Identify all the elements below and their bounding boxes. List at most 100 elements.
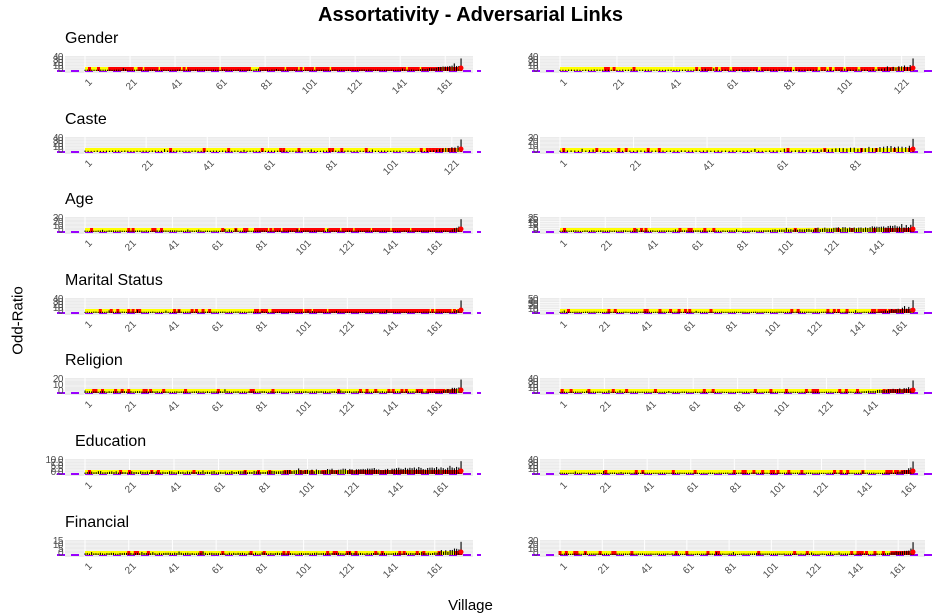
x-tick-label: 61 bbox=[689, 238, 706, 254]
plot-area bbox=[57, 540, 481, 557]
x-tick-label: 61 bbox=[210, 399, 226, 415]
plot-area bbox=[57, 217, 481, 234]
x-tick-label: 141 bbox=[381, 399, 401, 419]
x-tick-label: 141 bbox=[855, 480, 875, 500]
x-tick-label: 61 bbox=[774, 158, 791, 174]
y-tick-label: 40 bbox=[527, 374, 539, 385]
x-tick-label: 101 bbox=[380, 158, 401, 178]
x-tick-label: 121 bbox=[337, 399, 358, 419]
y-tick-label: 20 bbox=[527, 380, 539, 391]
x-tick-label: 141 bbox=[847, 319, 868, 339]
plot-area bbox=[532, 137, 933, 154]
y-tick-label: 2.5 bbox=[50, 464, 64, 475]
x-tick-label: 121 bbox=[891, 77, 912, 97]
x-tick-label: 101 bbox=[300, 77, 320, 97]
y-tick-label: 10.0 bbox=[45, 455, 64, 466]
x-tick-label: 101 bbox=[768, 480, 788, 500]
y-tick-label: 30 bbox=[52, 297, 64, 308]
y-tick-label: 10 bbox=[52, 303, 64, 314]
x-tick-label: 101 bbox=[293, 319, 314, 339]
y-tick-label: 20 bbox=[52, 300, 64, 311]
x-tick-label: 101 bbox=[293, 399, 314, 419]
y-tick-label: 40 bbox=[527, 455, 539, 466]
y-tick-label: 10 bbox=[52, 221, 64, 232]
y-tick-label: 0 bbox=[57, 64, 64, 75]
x-tick-label: 21 bbox=[124, 77, 140, 93]
x-tick-label: 141 bbox=[846, 561, 866, 581]
y-tick-label: 30 bbox=[52, 55, 64, 66]
y-tick-label: 40 bbox=[527, 52, 539, 63]
figure-title: Assortativity - Adversarial Links bbox=[318, 4, 623, 26]
x-tick-label: 141 bbox=[390, 77, 410, 97]
bar-chart-svg bbox=[57, 137, 481, 154]
x-tick-label: 61 bbox=[262, 158, 279, 174]
y-tick-label: 20 bbox=[527, 461, 539, 472]
x-tick-label: 61 bbox=[210, 238, 226, 254]
plot-area bbox=[57, 137, 481, 154]
bar-chart-svg bbox=[57, 298, 481, 315]
y-tick-label: 0 bbox=[532, 225, 539, 236]
x-tick-label: 141 bbox=[386, 480, 407, 500]
panel-title: Caste bbox=[65, 111, 107, 128]
y-tick-label: 10 bbox=[52, 61, 64, 72]
x-tick-label: 61 bbox=[210, 319, 226, 335]
x-tick-label: 121 bbox=[821, 238, 842, 258]
x-tick-label: 161 bbox=[424, 319, 445, 339]
x-tick-label: 81 bbox=[323, 158, 340, 174]
x-tick-label: 21 bbox=[597, 480, 614, 496]
bar-chart-svg bbox=[532, 137, 933, 154]
y-tick-label: 10 bbox=[527, 61, 539, 72]
y-tick-label: 10 bbox=[52, 142, 64, 153]
y-tick-label: 0 bbox=[532, 467, 539, 478]
y-tick-label: 5 bbox=[532, 222, 539, 234]
plot-area bbox=[57, 298, 481, 315]
x-tick-label: 81 bbox=[254, 399, 270, 415]
x-tick-label: 121 bbox=[805, 319, 825, 339]
y-tick-label: 5.0 bbox=[50, 461, 64, 472]
y-tick-label: 20 bbox=[52, 374, 64, 385]
plot-area bbox=[532, 378, 933, 395]
x-tick-label: 81 bbox=[735, 238, 751, 254]
y-tick-label: 20 bbox=[527, 137, 539, 148]
bar-chart-svg bbox=[532, 540, 933, 557]
x-tick-label: 121 bbox=[816, 399, 837, 419]
x-tick-label: 41 bbox=[166, 399, 183, 415]
x-tick-label: 41 bbox=[642, 399, 659, 415]
y-tick-label: 0 bbox=[532, 306, 539, 317]
x-tick-label: 161 bbox=[435, 77, 456, 97]
plot-area bbox=[57, 459, 481, 476]
x-tick-label: 81 bbox=[724, 319, 740, 335]
x-tick-label: 1 bbox=[558, 319, 570, 331]
x-tick-label: 21 bbox=[122, 319, 139, 335]
x-tick-label: 21 bbox=[122, 399, 139, 415]
x-tick-label: 141 bbox=[381, 561, 401, 581]
plot-area bbox=[532, 298, 933, 315]
y-tick-label: 0 bbox=[532, 386, 539, 397]
x-tick-label: 1 bbox=[83, 158, 95, 170]
x-tick-label: 121 bbox=[342, 480, 362, 500]
x-tick-label: 121 bbox=[337, 238, 358, 258]
x-tick-label: 21 bbox=[627, 158, 644, 174]
x-tick-label: 41 bbox=[701, 158, 717, 174]
x-tick-label: 81 bbox=[259, 77, 275, 93]
x-tick-label: 121 bbox=[803, 561, 824, 581]
y-tick-label: 25 bbox=[527, 213, 539, 224]
x-tick-label: 121 bbox=[811, 480, 832, 500]
x-tick-label: 161 bbox=[888, 561, 908, 581]
x-tick-label: 61 bbox=[680, 561, 697, 577]
x-tick-label: 81 bbox=[254, 238, 270, 254]
x-tick-label: 81 bbox=[723, 561, 739, 577]
y-tick-label: 0 bbox=[57, 145, 64, 156]
bar-chart-svg bbox=[532, 217, 933, 234]
y-tick-label: 50 bbox=[527, 294, 539, 305]
x-tick-label: 81 bbox=[254, 561, 270, 577]
x-tick-label: 121 bbox=[442, 158, 462, 178]
y-tick-label: 0 bbox=[57, 548, 64, 559]
y-tick-label: 0.0 bbox=[50, 467, 64, 478]
x-tick-label: 1 bbox=[558, 480, 570, 492]
y-tick-label: 30 bbox=[527, 458, 539, 469]
plot-area bbox=[532, 217, 933, 234]
y-tick-label: 20 bbox=[527, 215, 539, 227]
x-tick-label: 161 bbox=[890, 319, 911, 339]
x-tick-label: 1 bbox=[558, 399, 570, 411]
